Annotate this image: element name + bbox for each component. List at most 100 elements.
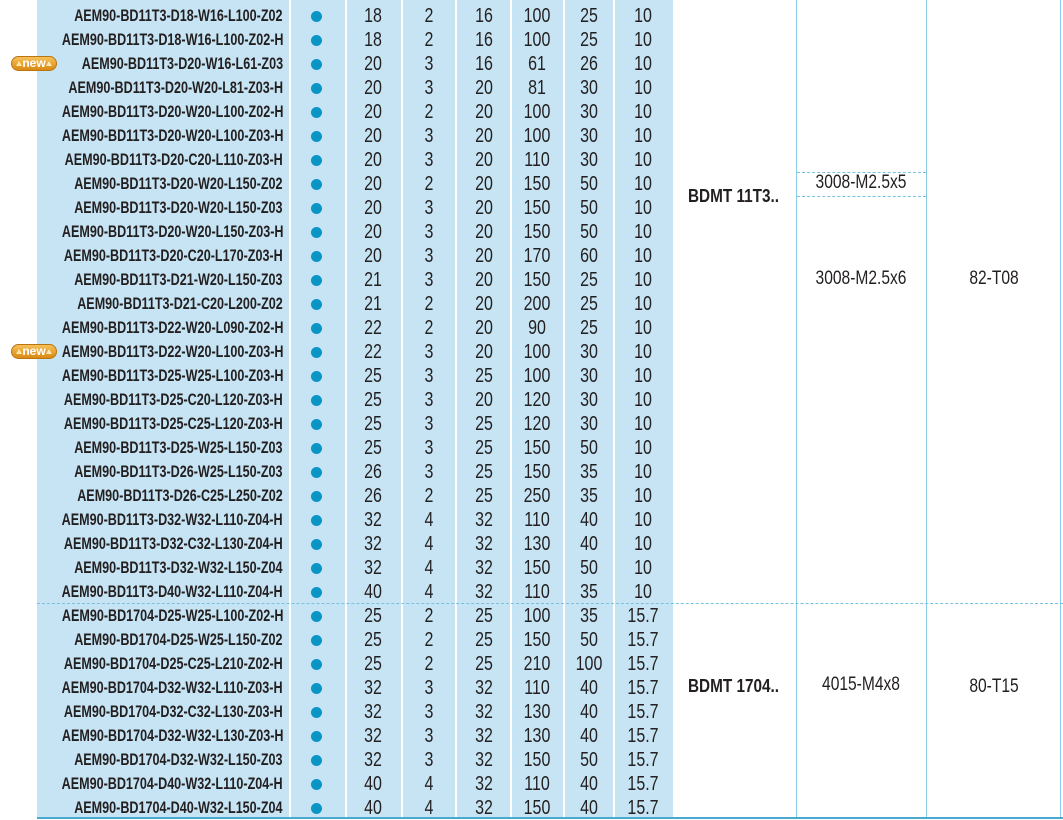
cell-shank: 25 bbox=[475, 629, 493, 651]
product-code: AEM90-BD11T3-D18-W16-L100-Z02 bbox=[74, 6, 283, 25]
cell-shank: 32 bbox=[475, 773, 493, 795]
badge-label: new bbox=[22, 344, 46, 358]
cell-insert-size: 15.7 bbox=[627, 749, 659, 771]
cell-insert-size: 10 bbox=[634, 557, 652, 579]
cell-insert-size: 10 bbox=[634, 293, 652, 315]
column-divider bbox=[926, 0, 927, 818]
cell-insert-size: 10 bbox=[634, 461, 652, 483]
cell-shank: 32 bbox=[475, 749, 493, 771]
availability-dot-icon bbox=[311, 683, 322, 694]
cell-shank: 20 bbox=[475, 197, 493, 219]
table-row: AEM90-BD1704-D40-W32-L110-Z04-H 40 4 32 110 4… bbox=[0, 772, 673, 796]
cell-flutes: 2 bbox=[424, 5, 434, 27]
column-divider bbox=[1060, 0, 1061, 818]
cell-shank: 32 bbox=[475, 557, 493, 579]
cell-shank: 25 bbox=[475, 413, 493, 435]
availability-dot-icon bbox=[311, 611, 322, 622]
cell-length: 120 bbox=[523, 413, 551, 435]
cell-shank: 20 bbox=[475, 389, 493, 411]
availability-dot-icon bbox=[311, 467, 322, 478]
table-row: new AEM90-BD11T3-D20-W16-L61-Z03 20 3 16 61 26… bbox=[0, 52, 673, 76]
table-row: AEM90-BD1704-D32-C32-L130-Z03-H 32 3 32 130 4… bbox=[0, 700, 673, 724]
cell-shank: 20 bbox=[475, 341, 493, 363]
cell-shank: 16 bbox=[475, 29, 493, 51]
table-row: new AEM90-BD11T3-D22-W20-L100-Z03-H 22 3 20 1… bbox=[0, 340, 673, 364]
cell-flutes: 3 bbox=[424, 341, 434, 363]
table-row: AEM90-BD11T3-D20-W20-L100-Z03-H 20 3 20 100 3… bbox=[0, 124, 673, 148]
product-code: AEM90-BD11T3-D25-C25-L120-Z03-H bbox=[64, 414, 283, 433]
table-row: AEM90-BD11T3-D25-C20-L120-Z03-H 25 3 20 120 3… bbox=[0, 388, 673, 412]
table-row: AEM90-BD1704-D25-C25-L210-Z02-H 25 2 25 210 1… bbox=[0, 652, 673, 676]
table-row: AEM90-BD11T3-D25-W25-L100-Z03-H 25 3 25 100 3… bbox=[0, 364, 673, 388]
product-code: AEM90-BD11T3-D25-C20-L120-Z03-H bbox=[64, 390, 283, 409]
cell-insert-size: 10 bbox=[634, 365, 652, 387]
product-code: AEM90-BD11T3-D20-W20-L81-Z03-H bbox=[68, 78, 283, 97]
table-row: AEM90-BD11T3-D25-W25-L150-Z03 25 3 25 150 50 1… bbox=[0, 436, 673, 460]
cell-diameter: 20 bbox=[364, 77, 382, 99]
cell-insert-size: 15.7 bbox=[627, 797, 659, 819]
cell-flutes: 3 bbox=[424, 53, 434, 75]
cell-length: 110 bbox=[524, 773, 550, 795]
cell-length: 150 bbox=[523, 629, 551, 651]
cell-flutes: 2 bbox=[424, 293, 434, 315]
cell-length: 100 bbox=[523, 125, 551, 147]
cell-length: 110 bbox=[524, 149, 550, 171]
cell-insert-size: 15.7 bbox=[627, 677, 659, 699]
cell-reach: 40 bbox=[580, 677, 598, 699]
cell-shank: 32 bbox=[475, 509, 493, 531]
cell-reach: 25 bbox=[580, 317, 598, 339]
table-row: AEM90-BD11T3-D22-W20-L090-Z02-H 22 2 20 90 25… bbox=[0, 316, 673, 340]
cell-insert-size: 15.7 bbox=[627, 653, 659, 675]
cell-shank: 32 bbox=[475, 581, 493, 603]
column-divider bbox=[613, 0, 615, 818]
availability-dot-icon bbox=[311, 491, 322, 502]
cell-length: 150 bbox=[523, 197, 551, 219]
cell-insert-size: 10 bbox=[634, 341, 652, 363]
cell-length: 110 bbox=[524, 509, 550, 531]
cell-diameter: 20 bbox=[364, 101, 382, 123]
cell-diameter: 40 bbox=[364, 797, 382, 819]
cell-insert-size: 10 bbox=[634, 509, 652, 531]
cell-length: 100 bbox=[523, 341, 551, 363]
availability-dot-icon bbox=[311, 707, 322, 718]
product-code: AEM90-BD11T3-D32-W32-L110-Z04-H bbox=[62, 510, 283, 529]
cell-flutes: 2 bbox=[424, 629, 434, 651]
cell-insert-size: 10 bbox=[634, 125, 652, 147]
cell-diameter: 26 bbox=[364, 461, 382, 483]
table-row: AEM90-BD1704-D40-W32-L150-Z04 40 4 32 150 40 1… bbox=[0, 796, 673, 820]
cell-shank: 32 bbox=[475, 533, 493, 555]
cell-shank: 32 bbox=[475, 701, 493, 723]
product-code: AEM90-BD1704-D32-C32-L130-Z03-H bbox=[64, 702, 283, 721]
cell-reach: 40 bbox=[580, 533, 598, 555]
cell-length: 100 bbox=[523, 365, 551, 387]
cell-reach: 35 bbox=[580, 461, 598, 483]
cell-flutes: 4 bbox=[424, 533, 434, 555]
cell-shank: 20 bbox=[475, 101, 493, 123]
product-code: AEM90-BD11T3-D20-W20-L100-Z02-H bbox=[61, 102, 283, 121]
table-row: AEM90-BD11T3-D20-W20-L150-Z03 20 3 20 150 50 1… bbox=[0, 196, 673, 220]
cell-length: 150 bbox=[523, 797, 551, 819]
cell-flutes: 4 bbox=[424, 557, 434, 579]
cell-flutes: 3 bbox=[424, 269, 434, 291]
cell-insert-size: 15.7 bbox=[627, 725, 659, 747]
cell-insert-size: 15.7 bbox=[627, 629, 659, 651]
cell-insert-size: 10 bbox=[634, 437, 652, 459]
availability-dot-icon bbox=[311, 395, 322, 406]
table-row: AEM90-BD11T3-D40-W32-L110-Z04-H 40 4 32 110 3… bbox=[0, 580, 673, 604]
insert-label: BDMT 1704.. bbox=[688, 676, 779, 696]
cell-insert-size: 15.7 bbox=[627, 701, 659, 723]
cell-shank: 25 bbox=[475, 485, 493, 507]
product-code: AEM90-BD11T3-D32-W32-L150-Z04 bbox=[74, 558, 283, 577]
availability-dot-icon bbox=[311, 563, 322, 574]
cell-length: 81 bbox=[528, 77, 546, 99]
cell-length: 130 bbox=[523, 725, 551, 747]
product-code: AEM90-BD11T3-D40-W32-L110-Z04-H bbox=[62, 582, 283, 601]
cell-flutes: 3 bbox=[424, 677, 434, 699]
cell-flutes: 2 bbox=[424, 485, 434, 507]
cell-insert-size: 10 bbox=[634, 5, 652, 27]
cell-length: 100 bbox=[523, 605, 551, 627]
cell-reach: 35 bbox=[580, 581, 598, 603]
cell-diameter: 25 bbox=[364, 605, 382, 627]
cell-reach: 50 bbox=[580, 197, 598, 219]
cell-length: 170 bbox=[523, 245, 551, 267]
